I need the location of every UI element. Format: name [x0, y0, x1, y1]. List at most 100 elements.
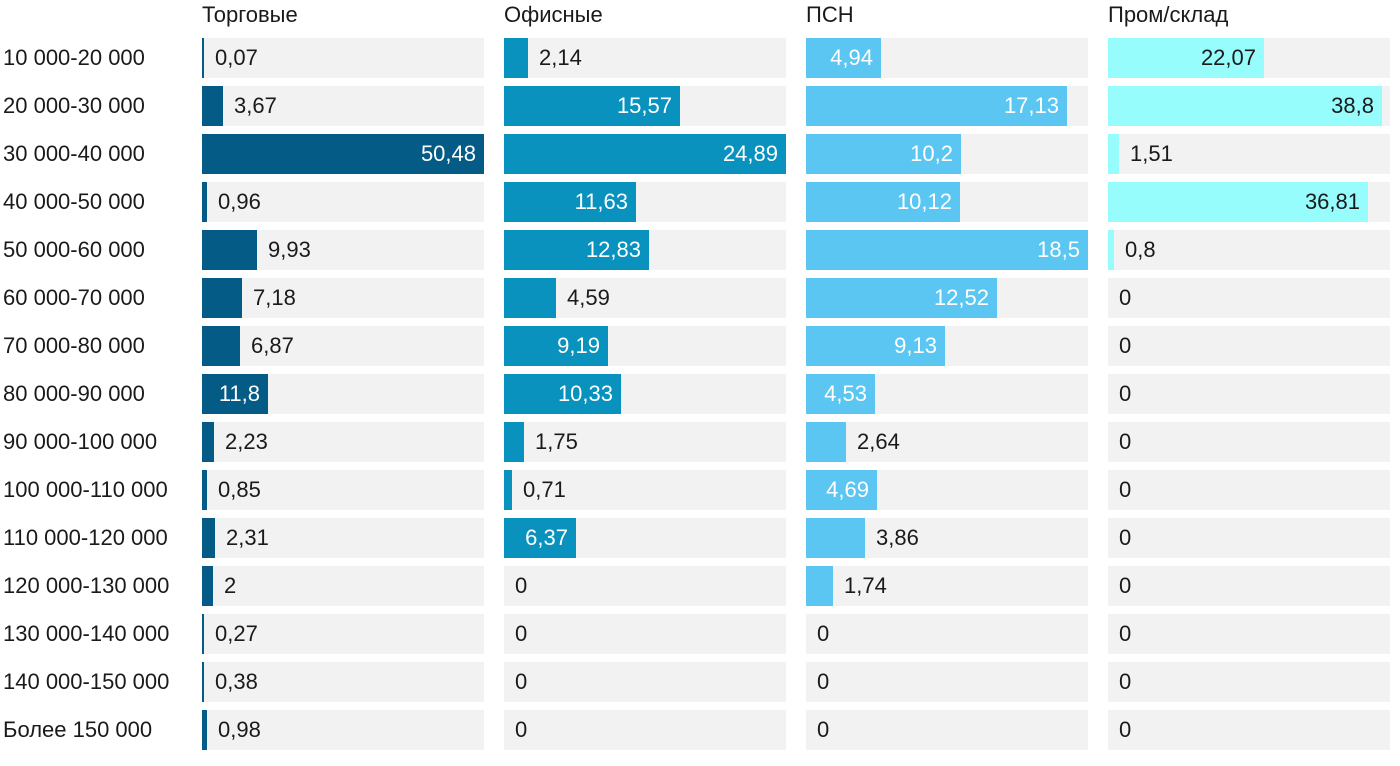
bar	[1108, 38, 1264, 78]
bar-track: 6,37	[504, 518, 786, 558]
bar	[202, 278, 242, 318]
data-label: 0	[1119, 573, 1132, 598]
bar-track: 0,8	[1108, 230, 1390, 270]
bar-track: 1,75	[504, 422, 786, 462]
bar-track: 3,67	[202, 86, 484, 126]
data-label: 22,07	[1200, 45, 1256, 70]
data-label: 6,37	[525, 525, 568, 550]
data-label: 0,71	[523, 477, 566, 502]
bar-track: 0	[806, 662, 1088, 702]
bar-track: 12,83	[504, 230, 786, 270]
bar	[806, 86, 1067, 126]
data-label: 0	[515, 573, 528, 598]
bar-track: 0	[504, 710, 786, 750]
data-label: 2,23	[225, 429, 268, 454]
bar	[504, 230, 649, 270]
bar	[202, 710, 207, 750]
bar	[202, 518, 215, 558]
bar	[202, 422, 214, 462]
bar	[202, 326, 240, 366]
bar-track: 2,14	[504, 38, 786, 78]
category-label: 100 000-110 000	[3, 477, 168, 502]
bar	[504, 278, 556, 318]
data-label: 1,75	[535, 429, 578, 454]
bar-track: 6,87	[202, 326, 484, 366]
bar	[202, 662, 204, 702]
data-label: 2,64	[857, 429, 900, 454]
bar-track: 0	[1108, 710, 1390, 750]
bar-track: 0	[1108, 566, 1390, 606]
bar	[806, 278, 997, 318]
bar-track: 1,51	[1108, 134, 1390, 174]
bar-track: 2,64	[806, 422, 1088, 462]
bar-track: 2,23	[202, 422, 484, 462]
bar-track: 12,52	[806, 278, 1088, 318]
bar	[202, 38, 204, 78]
category-label: 130 000-140 000	[3, 621, 170, 646]
category-label: 60 000-70 000	[3, 285, 145, 310]
data-label: 0,98	[218, 717, 261, 742]
bar	[1108, 230, 1114, 270]
data-label: 9,13	[894, 333, 937, 358]
data-label: 7,18	[253, 285, 296, 310]
bar	[504, 134, 786, 174]
bar	[806, 134, 961, 174]
data-label: 4,69	[826, 477, 869, 502]
data-label: 0,8	[1125, 237, 1156, 262]
data-label: 9,93	[268, 237, 311, 262]
bar-track: 0,71	[504, 470, 786, 510]
bar	[202, 182, 207, 222]
bar	[202, 470, 207, 510]
data-label: 11,8	[218, 381, 260, 406]
data-label: 0	[817, 669, 830, 694]
bar-track: 0	[504, 566, 786, 606]
bar	[806, 326, 945, 366]
bar-track: 0	[1108, 518, 1390, 558]
bar	[504, 422, 524, 462]
data-label: 0,85	[218, 477, 261, 502]
bar	[806, 38, 881, 78]
panel-title: Пром/склад	[1108, 2, 1229, 27]
bar-track: 4,69	[806, 470, 1088, 510]
data-label: 24,89	[722, 141, 778, 166]
data-label: 4,94	[830, 45, 873, 70]
bar-track: 36,81	[1108, 182, 1390, 222]
bar-track: 9,19	[504, 326, 786, 366]
bar-track: 0	[1108, 374, 1390, 414]
bar	[806, 422, 846, 462]
data-label: 0	[515, 621, 528, 646]
bar	[504, 374, 621, 414]
data-label: 0	[1119, 525, 1132, 550]
category-label: 10 000-20 000	[3, 45, 145, 70]
category-label: 120 000-130 000	[3, 573, 170, 598]
bar-track: 11,63	[504, 182, 786, 222]
category-label: 20 000-30 000	[3, 93, 145, 118]
bar-track: 4,53	[806, 374, 1088, 414]
bar-track: 4,59	[504, 278, 786, 318]
bar-track: 0	[504, 662, 786, 702]
bar-track: 0	[1108, 278, 1390, 318]
bar-track: 0	[1108, 326, 1390, 366]
bar-track: 0,96	[202, 182, 484, 222]
data-label: 10,2	[910, 141, 953, 166]
data-label: 2	[224, 573, 237, 598]
bar-track: 24,89	[504, 134, 786, 174]
bar-track: 10,2	[806, 134, 1088, 174]
bar-track: 15,57	[504, 86, 786, 126]
bar-track: 2	[202, 566, 484, 606]
category-label: 70 000-80 000	[3, 333, 145, 358]
bar	[806, 566, 833, 606]
bar-track: 0,38	[202, 662, 484, 702]
bar-track: 0,27	[202, 614, 484, 654]
bar-track: 7,18	[202, 278, 484, 318]
category-label: Более 150 000	[3, 717, 153, 742]
data-label: 36,81	[1304, 189, 1360, 214]
data-label: 0	[1119, 477, 1132, 502]
data-label: 0,27	[215, 621, 258, 646]
bar-track: 10,33	[504, 374, 786, 414]
bar-track: 0,85	[202, 470, 484, 510]
data-label: 4,59	[567, 285, 610, 310]
bar	[806, 470, 877, 510]
bar	[504, 518, 576, 558]
bar	[202, 374, 268, 414]
